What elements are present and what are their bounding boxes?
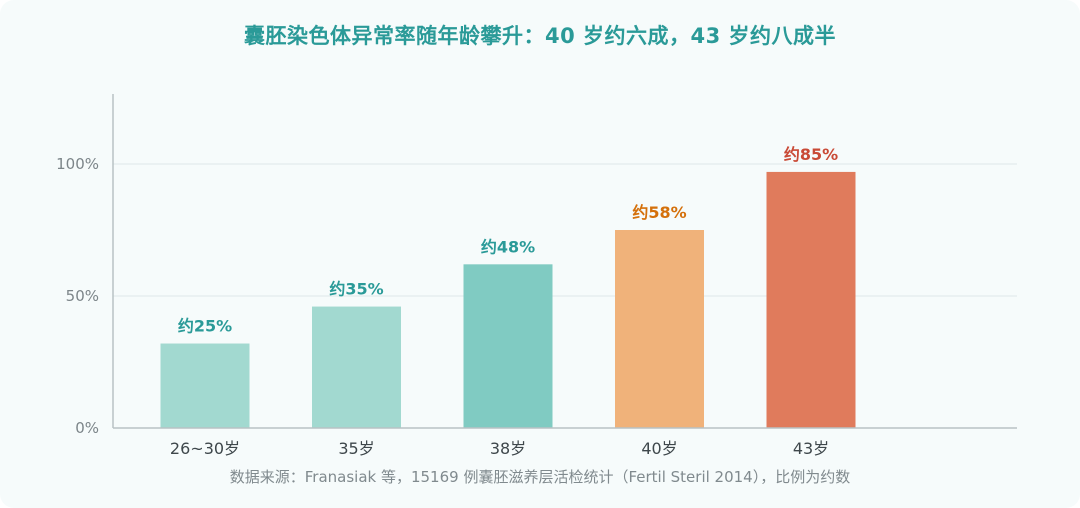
category-label: 43岁 [793, 439, 829, 458]
chart-title: 囊胚染色体异常率随年龄攀升：40 岁约六成，43 岁约八成半 [243, 24, 837, 48]
bars [160, 171, 856, 429]
axes [112, 94, 1017, 429]
data-label: 约85% [784, 145, 838, 164]
bar [766, 171, 856, 429]
y-tick-label: 50% [66, 287, 99, 305]
category-labels: 26~30岁 35岁 38岁 40岁 43岁 [170, 439, 829, 458]
y-tick-labels: 0% 50% 100% [56, 155, 99, 437]
category-label: 40岁 [641, 439, 677, 458]
grid-lines [113, 163, 1017, 297]
bar [615, 230, 704, 428]
bar [312, 306, 401, 428]
data-label: 约25% [178, 317, 232, 336]
data-source-note: 数据来源：Franasiak 等，15169 例囊胚滋养层活检统计（Fertil… [229, 468, 851, 486]
y-tick-label: 0% [75, 419, 99, 437]
category-label: 38岁 [490, 439, 526, 458]
category-label: 26~30岁 [170, 439, 240, 458]
data-label: 约58% [632, 203, 686, 222]
y-tick-label: 100% [56, 155, 99, 173]
category-label: 35岁 [338, 439, 374, 458]
data-label: 约35% [329, 280, 383, 299]
bar [160, 343, 250, 428]
data-labels: 约25% 约35% 约48% 约58% 约85% [178, 145, 838, 336]
data-label: 约48% [481, 237, 535, 256]
bar [463, 264, 553, 428]
